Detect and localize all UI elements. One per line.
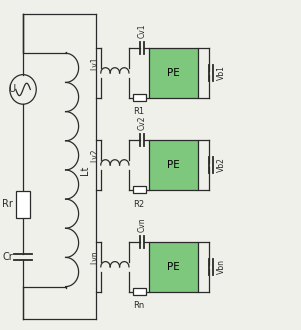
Text: R2: R2 — [134, 200, 145, 209]
Text: R1: R1 — [134, 108, 145, 116]
Text: Vbn: Vbn — [217, 259, 226, 274]
Text: PE: PE — [167, 68, 180, 78]
Text: Lv2: Lv2 — [90, 148, 99, 162]
Text: Lvn: Lvn — [90, 250, 99, 264]
Text: Vb1: Vb1 — [217, 66, 226, 81]
Bar — [149, 242, 198, 291]
Text: Lt: Lt — [80, 165, 90, 175]
Text: U: U — [9, 84, 16, 94]
Text: Rr: Rr — [2, 199, 13, 210]
Text: Lv1: Lv1 — [90, 56, 99, 70]
Bar — [149, 48, 198, 98]
Bar — [133, 186, 146, 193]
Text: Cv2: Cv2 — [137, 116, 146, 130]
Text: PE: PE — [167, 262, 180, 272]
Bar — [149, 140, 198, 190]
Text: PE: PE — [167, 160, 180, 170]
Text: Cr: Cr — [2, 252, 13, 262]
Text: Cvn: Cvn — [137, 218, 146, 232]
Bar — [133, 288, 146, 295]
Bar — [16, 191, 30, 217]
Text: Cv1: Cv1 — [137, 24, 146, 39]
Text: Rn: Rn — [133, 301, 145, 311]
Text: Vb2: Vb2 — [217, 157, 226, 173]
Bar — [133, 94, 146, 101]
